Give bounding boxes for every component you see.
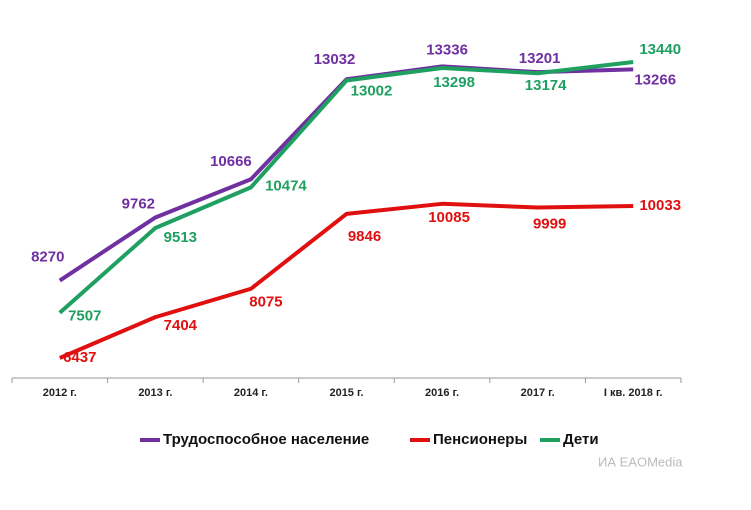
data-label: 13174 bbox=[525, 77, 567, 94]
data-label: 9762 bbox=[122, 195, 155, 212]
legend-label: Дети bbox=[563, 431, 599, 448]
data-label: 7404 bbox=[164, 317, 198, 334]
data-label: 13032 bbox=[314, 51, 356, 68]
data-label: 13002 bbox=[351, 82, 393, 99]
data-label: 10666 bbox=[210, 153, 252, 170]
data-label: 8075 bbox=[249, 294, 282, 311]
x-tick-label: 2015 г. bbox=[329, 387, 363, 399]
data-label: 13298 bbox=[433, 74, 475, 91]
x-tick-label: 2014 г. bbox=[234, 387, 268, 399]
data-label: 10085 bbox=[428, 209, 470, 226]
data-label: 9999 bbox=[533, 215, 566, 232]
data-label: 7507 bbox=[68, 308, 101, 325]
data-label: 9513 bbox=[164, 229, 197, 246]
data-label: 8270 bbox=[31, 248, 64, 265]
data-label: 6437 bbox=[63, 349, 96, 366]
data-label: 10474 bbox=[265, 177, 307, 194]
legend-label: Пенсионеры bbox=[433, 431, 527, 448]
x-tick-label: 2016 г. bbox=[425, 387, 459, 399]
x-tick-label: I кв. 2018 г. bbox=[604, 387, 663, 399]
line bbox=[58, 64, 634, 283]
line bbox=[58, 201, 634, 360]
x-tick-label: 2017 г. bbox=[521, 387, 555, 399]
data-label: 13201 bbox=[519, 50, 561, 67]
data-label: 9846 bbox=[348, 228, 381, 245]
legend-label: Трудоспособное население bbox=[163, 431, 369, 448]
watermark: ИА EAOMedia bbox=[598, 454, 683, 469]
data-label: 13440 bbox=[639, 41, 681, 58]
x-tick-label: 2013 г. bbox=[138, 387, 172, 399]
data-label: 10033 bbox=[639, 197, 681, 214]
line bbox=[58, 60, 634, 315]
x-tick-label: 2012 г. bbox=[43, 387, 77, 399]
data-label: 13336 bbox=[426, 41, 468, 58]
data-label: 13266 bbox=[634, 71, 676, 88]
